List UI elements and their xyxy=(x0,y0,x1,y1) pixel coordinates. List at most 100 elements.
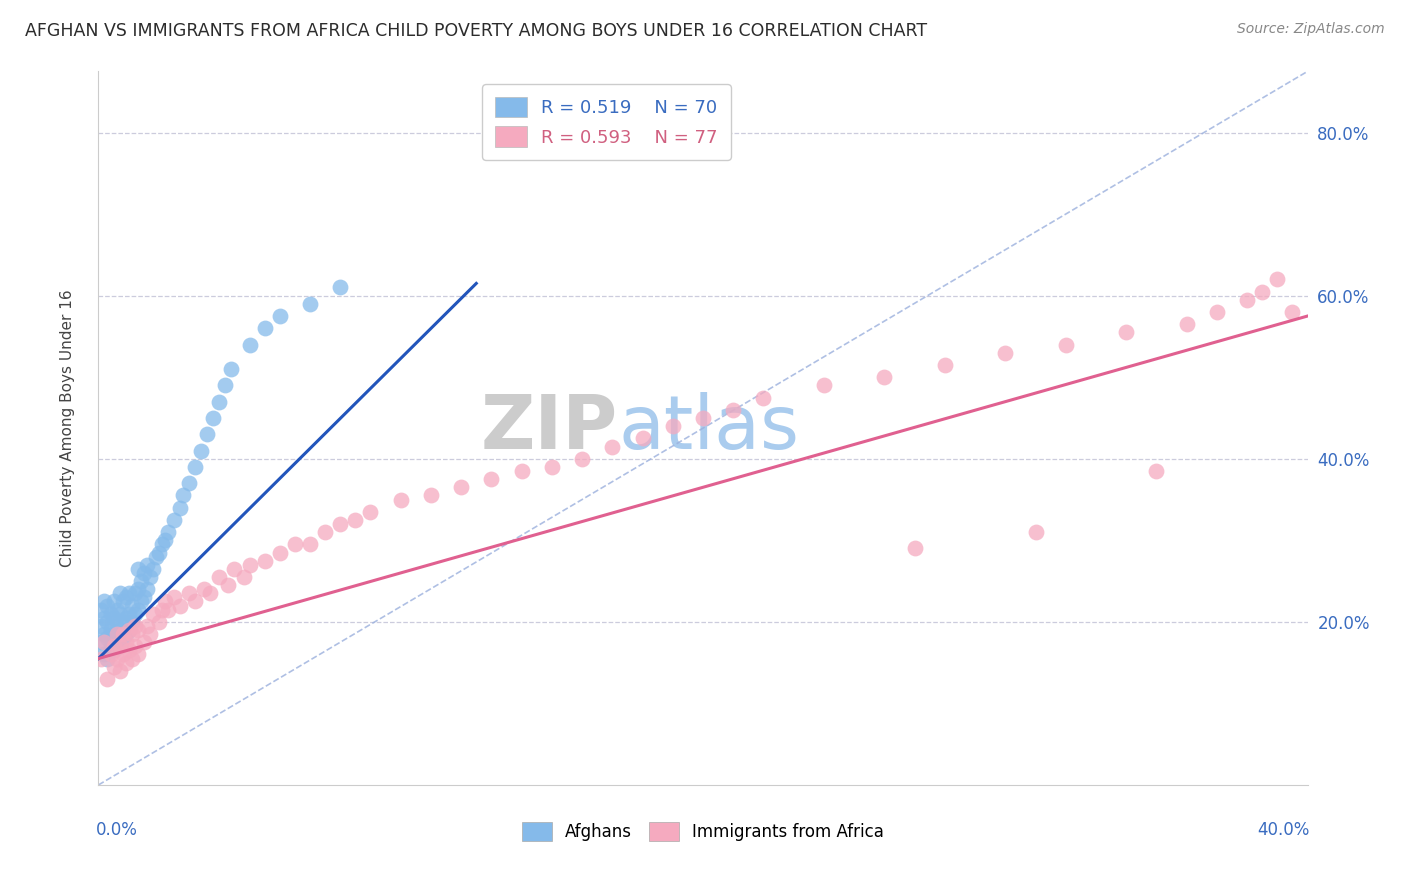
Point xyxy=(129,594,152,608)
Point xyxy=(132,566,155,580)
Point xyxy=(118,586,141,600)
Point xyxy=(571,451,593,466)
Point xyxy=(129,574,152,588)
Point xyxy=(156,602,179,616)
Y-axis label: Child Poverty Among Boys Under 16: Child Poverty Among Boys Under 16 xyxy=(60,289,75,567)
Point xyxy=(105,602,128,616)
Point xyxy=(108,607,131,621)
Text: AFGHAN VS IMMIGRANTS FROM AFRICA CHILD POVERTY AMONG BOYS UNDER 16 CORRELATION C: AFGHAN VS IMMIGRANTS FROM AFRICA CHILD P… xyxy=(25,22,928,40)
Point xyxy=(124,640,146,654)
Point xyxy=(127,648,149,662)
Point xyxy=(224,562,246,576)
Point xyxy=(481,472,503,486)
Point xyxy=(214,378,236,392)
Point xyxy=(103,627,125,641)
Point xyxy=(239,337,262,351)
Point xyxy=(105,651,128,665)
Point xyxy=(103,659,125,673)
Point xyxy=(100,648,122,662)
Point xyxy=(111,627,134,641)
Point xyxy=(163,591,186,605)
Point xyxy=(132,591,155,605)
Point xyxy=(121,627,143,641)
Point xyxy=(208,394,231,409)
Point xyxy=(118,607,141,621)
Point xyxy=(329,516,352,531)
Point xyxy=(96,599,118,613)
Point xyxy=(96,631,118,645)
Point xyxy=(1251,285,1274,299)
Point xyxy=(93,635,115,649)
Point xyxy=(934,358,956,372)
Point xyxy=(135,558,157,572)
Point xyxy=(253,554,276,568)
Point xyxy=(108,586,131,600)
Point xyxy=(329,280,352,294)
Point xyxy=(190,443,212,458)
Point xyxy=(90,651,112,665)
Legend: Afghans, Immigrants from Africa: Afghans, Immigrants from Africa xyxy=(515,815,891,848)
Point xyxy=(148,545,170,559)
Point xyxy=(124,586,146,600)
Point xyxy=(1281,305,1303,319)
Point xyxy=(904,541,927,556)
Point xyxy=(360,505,382,519)
Point xyxy=(813,378,835,392)
Point xyxy=(100,623,122,637)
Point xyxy=(217,578,239,592)
Point xyxy=(344,513,367,527)
Point xyxy=(1236,293,1258,307)
Point xyxy=(195,427,218,442)
Point xyxy=(118,643,141,657)
Point xyxy=(111,631,134,645)
Point xyxy=(93,627,115,641)
Point xyxy=(299,297,322,311)
Point xyxy=(169,599,191,613)
Point xyxy=(172,488,194,502)
Point xyxy=(127,602,149,616)
Point xyxy=(269,545,291,559)
Point xyxy=(184,459,207,474)
Point xyxy=(135,582,157,597)
Point xyxy=(90,619,112,633)
Point xyxy=(118,623,141,637)
Point xyxy=(153,533,176,548)
Point xyxy=(692,411,714,425)
Point xyxy=(114,591,136,605)
Point xyxy=(93,648,115,662)
Point xyxy=(202,411,225,425)
Point xyxy=(1175,317,1198,331)
Point xyxy=(179,476,201,491)
Point xyxy=(1144,464,1167,478)
Point xyxy=(114,611,136,625)
Point xyxy=(450,480,472,494)
Point xyxy=(253,321,276,335)
Point xyxy=(299,537,322,551)
Point xyxy=(145,549,167,564)
Point xyxy=(1054,337,1077,351)
Point xyxy=(100,640,122,654)
Point xyxy=(631,431,654,445)
Point xyxy=(93,594,115,608)
Point xyxy=(1267,272,1289,286)
Point xyxy=(269,309,291,323)
Point xyxy=(420,488,443,502)
Point xyxy=(150,537,173,551)
Point xyxy=(103,594,125,608)
Point xyxy=(169,500,191,515)
Point xyxy=(103,643,125,657)
Text: 0.0%: 0.0% xyxy=(96,821,138,838)
Point xyxy=(179,586,201,600)
Point xyxy=(96,651,118,665)
Point xyxy=(96,672,118,686)
Point xyxy=(994,345,1017,359)
Point xyxy=(108,664,131,678)
Point xyxy=(124,607,146,621)
Point xyxy=(193,582,215,597)
Point xyxy=(389,492,412,507)
Point xyxy=(96,615,118,629)
Point xyxy=(93,611,115,625)
Point xyxy=(127,623,149,637)
Point xyxy=(150,602,173,616)
Point xyxy=(163,513,186,527)
